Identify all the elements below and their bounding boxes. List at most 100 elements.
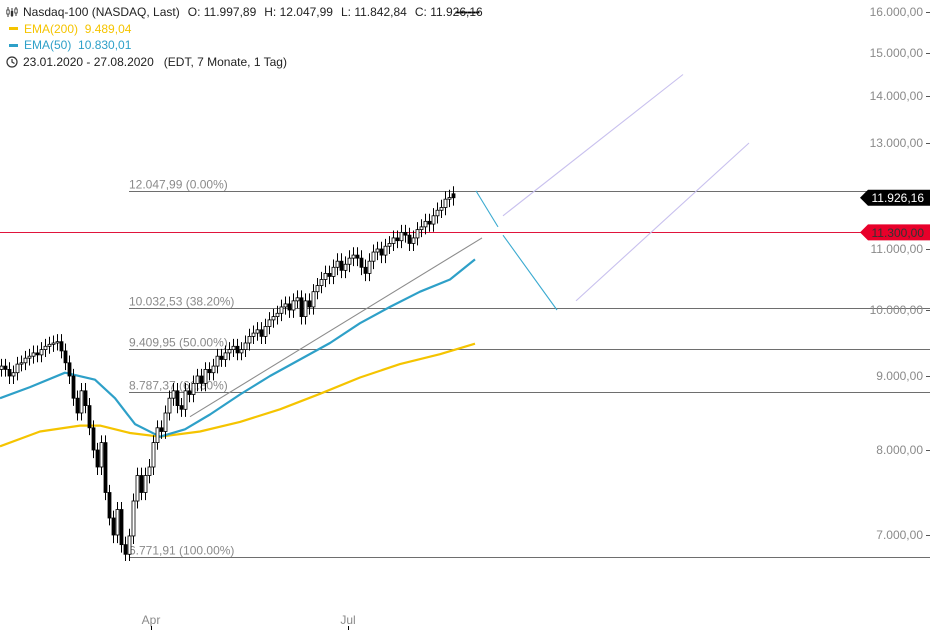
candle-body: [323, 272, 328, 280]
candle-body: [299, 297, 304, 317]
fib-level-label: 12.047,99 (0.00%): [129, 178, 228, 192]
candle-body: [79, 390, 84, 414]
candle-body: [151, 442, 156, 468]
candle-body: [247, 335, 252, 344]
candle-body: [331, 266, 336, 277]
candle-body: [275, 312, 280, 317]
fib-level-label: 10.032,53 (38.20%): [129, 295, 234, 309]
candle-body: [223, 352, 228, 360]
candle-body: [319, 279, 324, 286]
drawings[interactable]: [189, 74, 750, 418]
open-label: O:: [187, 5, 201, 19]
candle-body: [27, 355, 32, 359]
candle-body: [379, 248, 384, 256]
candle-body: [443, 198, 448, 208]
y-tick-label: 15.000,00: [870, 46, 924, 60]
last-price-tag-bg: [860, 189, 930, 206]
candle-body: [447, 197, 452, 200]
candle-body: [459, 11, 464, 14]
candle-body: [167, 397, 172, 414]
candle-body: [75, 397, 80, 414]
candle-body: [467, 11, 472, 14]
candle-body: [439, 207, 444, 211]
ema200-line: [0, 342, 476, 448]
x-tick-label: Apr: [142, 613, 161, 627]
candle-body: [219, 355, 224, 360]
channel-line[interactable]: [502, 74, 684, 217]
candle-body: [375, 248, 380, 253]
candle-body: [403, 231, 408, 236]
candle-body: [363, 266, 368, 274]
x-axis[interactable]: Apr Jul: [142, 613, 356, 630]
y-tick-label: 16.000,00: [870, 5, 924, 19]
y-tick-label: 13.000,00: [870, 136, 924, 150]
candle-body: [423, 220, 428, 228]
candle-body: [343, 263, 348, 271]
candle-body: [51, 342, 56, 345]
candle-body: [359, 257, 364, 268]
candle-body: [91, 427, 96, 451]
candle-body: [159, 427, 164, 432]
candle-body: [431, 215, 436, 225]
candle-body: [83, 390, 88, 406]
candle-body: [203, 368, 208, 384]
candle-body: [123, 544, 128, 555]
y-tick-label: 14.000,00: [870, 89, 924, 103]
x-tick-label: Jul: [340, 613, 355, 627]
ema50-legend[interactable]: EMA(50) 10.830,01: [6, 37, 483, 54]
ema200-value: 9.489,04: [84, 21, 132, 36]
trend-line[interactable]: [189, 237, 483, 418]
chart-legend: Nasdaq-100 (NASDAQ, Last) O: 11.997,89 H…: [6, 4, 483, 70]
y-axis[interactable]: 16.000,00 15.000,00 14.000,00 13.000,00 11.0…: [870, 5, 930, 542]
high-value: 12.047,99: [279, 5, 333, 19]
candle-body: [163, 412, 168, 432]
y-tick-label: 9.000,00: [876, 369, 923, 383]
ema200-legend[interactable]: EMA(200) 9.489,04: [6, 21, 483, 38]
alert-price-tag[interactable]: 11.300,00: [860, 224, 930, 241]
alert-price-tag-bg: [860, 224, 930, 241]
candle-body: [279, 306, 284, 314]
candle-body: [95, 449, 100, 468]
candle-body: [263, 326, 268, 337]
ema200-swatch-icon: [9, 27, 18, 31]
projection[interactable]: [475, 190, 499, 228]
candle-body: [335, 260, 340, 268]
candle-body: [251, 332, 256, 337]
candle-body: [351, 254, 356, 259]
candle-body: [267, 319, 272, 327]
candle-body: [315, 285, 320, 293]
price-tags: 11.926,16 11.300,00: [860, 189, 930, 241]
candle-body: [235, 345, 240, 354]
candle-body: [419, 226, 424, 231]
channel-line[interactable]: [575, 142, 750, 302]
candle-body: [71, 375, 76, 399]
candle-body: [407, 234, 412, 244]
candlestick-chart-icon: [6, 7, 18, 18]
candle-body: [19, 362, 24, 365]
candle-body: [199, 375, 204, 384]
candle-body: [395, 237, 400, 242]
candle-body: [135, 475, 140, 502]
candle-body: [119, 509, 124, 546]
candle-body: [391, 237, 396, 244]
candle-body: [35, 352, 40, 356]
candle-body: [303, 300, 308, 318]
y-tick-label: 10.000,00: [870, 303, 924, 317]
fib-level-label: 6.771,91 (100.00%): [129, 544, 234, 558]
open-value: 11.997,89: [203, 5, 257, 19]
candle-body: [295, 297, 300, 302]
low-label: L:: [340, 5, 351, 19]
candle-body: [183, 390, 188, 410]
projection[interactable]: [502, 234, 558, 311]
candle-body: [207, 368, 212, 374]
candle-body: [11, 372, 16, 377]
candle-body: [475, 11, 480, 14]
candle-body: [311, 291, 316, 308]
candle-body: [463, 11, 468, 14]
candle-body: [115, 509, 120, 536]
fibonacci-retracement[interactable]: 12.047,99 (0.00%) 10.032,53 (38.20%) 9.409…: [129, 178, 930, 558]
candle-body: [383, 245, 388, 256]
period-row: 23.01.2020 - 27.08.2020 (EDT, 7 Monate, …: [6, 54, 483, 71]
candle-body: [179, 405, 184, 410]
